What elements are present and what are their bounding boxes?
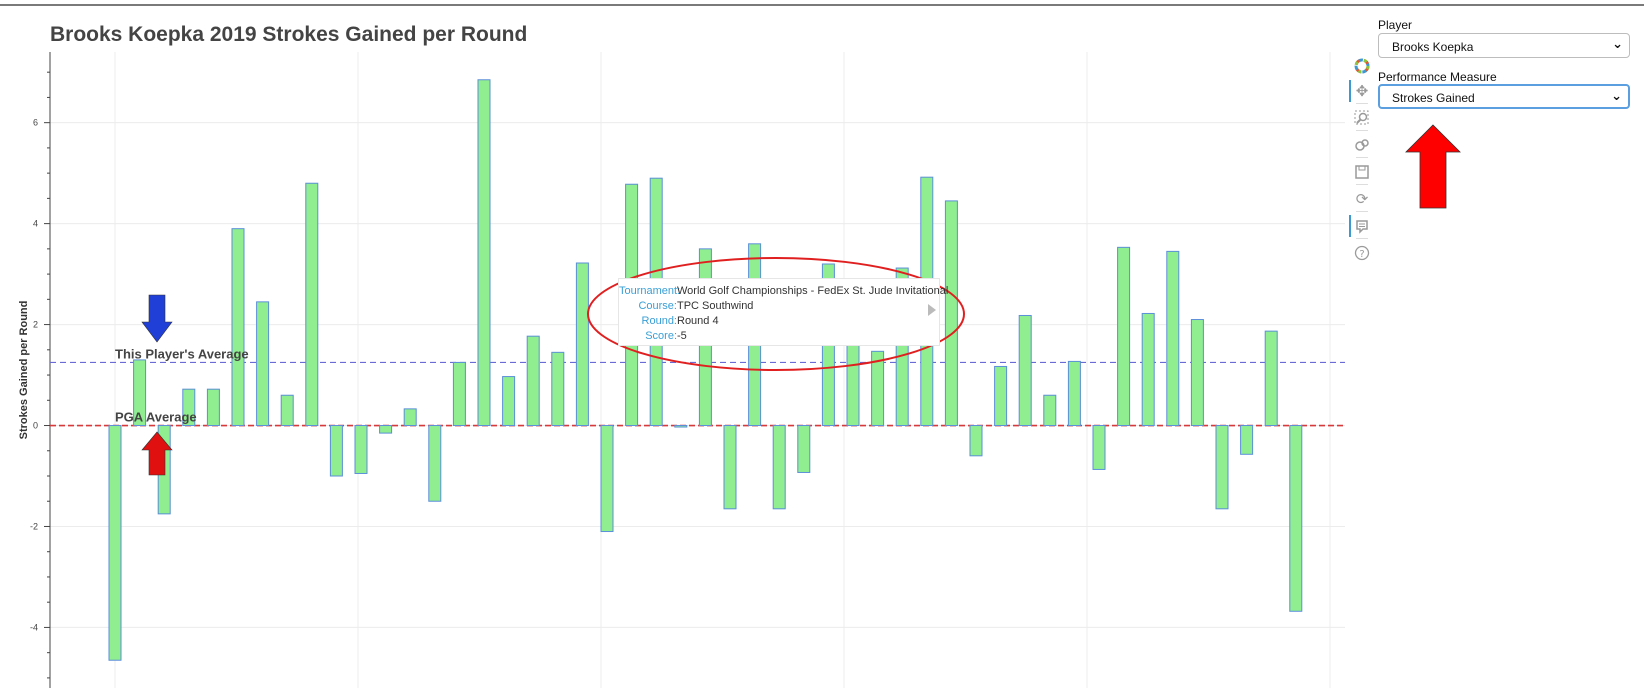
performance-measure-select[interactable]: Strokes Gained ⌄ bbox=[1378, 84, 1630, 109]
tooltip-course-key: Course: bbox=[638, 300, 677, 312]
chevron-down-icon: ⌄ bbox=[1611, 89, 1622, 104]
bar bbox=[797, 425, 811, 473]
tooltip-tournament-value: World Golf Championships - FedEx St. Jud… bbox=[677, 285, 949, 297]
toolbar-separator bbox=[1356, 211, 1368, 212]
chevron-down-icon: ⌄ bbox=[1612, 37, 1623, 52]
help-icon[interactable]: ? bbox=[1351, 242, 1373, 264]
bar bbox=[994, 365, 1008, 427]
y-tick-label: 2 bbox=[33, 320, 38, 330]
tooltip-score-key: Score: bbox=[645, 330, 677, 342]
bar bbox=[1289, 425, 1303, 612]
bar bbox=[428, 425, 442, 502]
toolbar-separator bbox=[1356, 103, 1368, 104]
tooltip-round-key: Round: bbox=[641, 315, 677, 327]
player-label: Player bbox=[1378, 18, 1413, 32]
pan-icon[interactable]: ✥ bbox=[1349, 80, 1373, 102]
bar bbox=[551, 351, 565, 427]
player-average-arrow bbox=[141, 294, 173, 343]
bar bbox=[305, 182, 319, 427]
bar bbox=[452, 361, 466, 427]
callout-arrow-shape bbox=[1405, 124, 1461, 209]
bar bbox=[1215, 425, 1229, 510]
bar bbox=[969, 425, 983, 457]
bar bbox=[674, 425, 688, 428]
performance-measure-value: Strokes Gained bbox=[1392, 91, 1475, 105]
top-rule bbox=[0, 4, 1644, 6]
y-tick-label: 4 bbox=[33, 219, 38, 229]
bar bbox=[231, 228, 245, 427]
svg-text:?: ? bbox=[1359, 249, 1364, 260]
bar bbox=[1043, 394, 1057, 427]
y-tick-label: -4 bbox=[30, 622, 38, 632]
bar bbox=[329, 425, 343, 477]
pga-average-arrow bbox=[141, 431, 173, 476]
bar bbox=[944, 200, 958, 427]
bar bbox=[379, 425, 393, 434]
dropdown-callout-arrow bbox=[1405, 124, 1461, 209]
toolbar-separator bbox=[1356, 184, 1368, 185]
tooltip-highlight-circle bbox=[587, 257, 965, 371]
player-select-value: Brooks Koepka bbox=[1392, 40, 1474, 54]
tooltip-pointer bbox=[928, 304, 936, 316]
bar bbox=[354, 425, 368, 474]
bar bbox=[403, 408, 417, 427]
bar bbox=[182, 388, 196, 427]
bar bbox=[1190, 319, 1204, 427]
bar bbox=[502, 376, 516, 427]
plot-toolbar: ✥ ⟳ ? bbox=[1348, 52, 1374, 265]
save-icon[interactable] bbox=[1351, 161, 1373, 183]
bar bbox=[1240, 425, 1254, 455]
tooltip-round-value: Round 4 bbox=[677, 315, 719, 327]
bar bbox=[133, 359, 147, 427]
toolbar-separator bbox=[1356, 238, 1368, 239]
bar bbox=[280, 394, 294, 427]
y-axis-label: Strokes Gained per Round bbox=[18, 301, 30, 440]
bar bbox=[1117, 246, 1131, 427]
box-zoom-icon[interactable] bbox=[1351, 107, 1373, 129]
tooltip-course-value: TPC Southwind bbox=[677, 300, 754, 312]
y-axis: 6 4 2 0 -2 -4 Strokes Gained per Round bbox=[18, 52, 51, 688]
tooltip-score-value: -5 bbox=[677, 330, 687, 342]
tooltip-tournament-key: Tournament: bbox=[619, 285, 681, 297]
player-average-label: This Player's Average bbox=[115, 346, 249, 361]
bar bbox=[206, 388, 220, 427]
bar bbox=[1141, 312, 1155, 427]
bar bbox=[1067, 360, 1081, 427]
y-tick-label: 0 bbox=[33, 421, 38, 431]
annotations-layer: This Player's Average PGA Average bbox=[115, 294, 249, 476]
bar bbox=[526, 335, 540, 427]
toolbar-separator bbox=[1356, 157, 1368, 158]
player-select[interactable]: Brooks Koepka ⌄ bbox=[1378, 33, 1630, 58]
performance-measure-label: Performance Measure bbox=[1378, 70, 1497, 84]
bar bbox=[723, 425, 737, 510]
reset-icon[interactable]: ⟳ bbox=[1355, 190, 1369, 208]
chart-title: Brooks Koepka 2019 Strokes Gained per Ro… bbox=[50, 23, 528, 46]
bar bbox=[1092, 425, 1106, 470]
bar bbox=[1264, 330, 1278, 427]
pga-average-label: PGA Average bbox=[115, 410, 197, 425]
y-tick-label: -2 bbox=[30, 521, 38, 531]
hover-icon[interactable] bbox=[1349, 215, 1373, 237]
bar bbox=[1166, 250, 1180, 427]
bar bbox=[108, 425, 122, 661]
bar bbox=[1018, 314, 1032, 427]
toolbar-separator bbox=[1356, 130, 1368, 131]
bars-layer bbox=[108, 79, 1303, 661]
bokeh-logo-icon[interactable] bbox=[1351, 55, 1373, 77]
bar bbox=[772, 425, 786, 510]
wheel-zoom-icon[interactable] bbox=[1351, 134, 1373, 156]
bar bbox=[575, 262, 589, 427]
bar bbox=[600, 425, 614, 533]
y-tick-label: 6 bbox=[33, 118, 38, 128]
bar bbox=[871, 350, 885, 427]
bar bbox=[477, 79, 491, 427]
hover-tooltip: Tournament:World Golf Championships - Fe… bbox=[618, 278, 948, 346]
bar bbox=[256, 301, 270, 427]
